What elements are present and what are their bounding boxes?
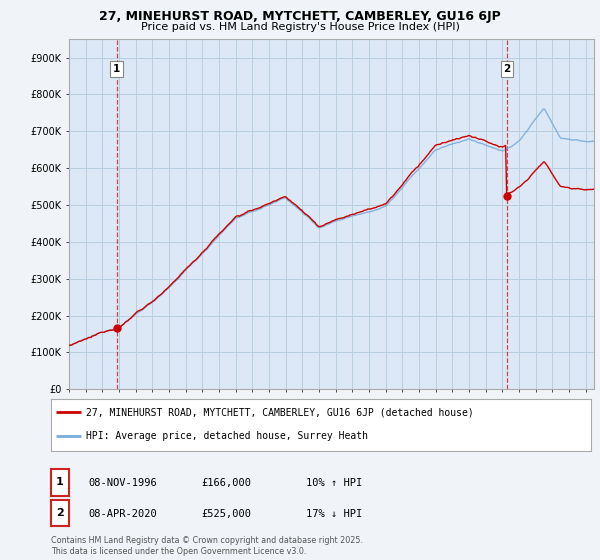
Text: 17% ↓ HPI: 17% ↓ HPI: [306, 508, 362, 519]
Text: HPI: Average price, detached house, Surrey Heath: HPI: Average price, detached house, Surr…: [86, 431, 368, 441]
Text: 27, MINEHURST ROAD, MYTCHETT, CAMBERLEY, GU16 6JP (detached house): 27, MINEHURST ROAD, MYTCHETT, CAMBERLEY,…: [86, 407, 474, 417]
Text: 27, MINEHURST ROAD, MYTCHETT, CAMBERLEY, GU16 6JP: 27, MINEHURST ROAD, MYTCHETT, CAMBERLEY,…: [99, 10, 501, 23]
Text: 2: 2: [503, 64, 511, 74]
Text: £166,000: £166,000: [201, 478, 251, 488]
Text: 08-NOV-1996: 08-NOV-1996: [89, 478, 158, 488]
Text: 08-APR-2020: 08-APR-2020: [89, 508, 158, 519]
Text: 10% ↑ HPI: 10% ↑ HPI: [306, 478, 362, 488]
Text: £525,000: £525,000: [201, 508, 251, 519]
Text: 2: 2: [56, 508, 64, 518]
Text: Contains HM Land Registry data © Crown copyright and database right 2025.
This d: Contains HM Land Registry data © Crown c…: [51, 536, 363, 556]
Text: Price paid vs. HM Land Registry's House Price Index (HPI): Price paid vs. HM Land Registry's House …: [140, 22, 460, 32]
Text: 1: 1: [56, 477, 64, 487]
Text: 1: 1: [113, 64, 120, 74]
